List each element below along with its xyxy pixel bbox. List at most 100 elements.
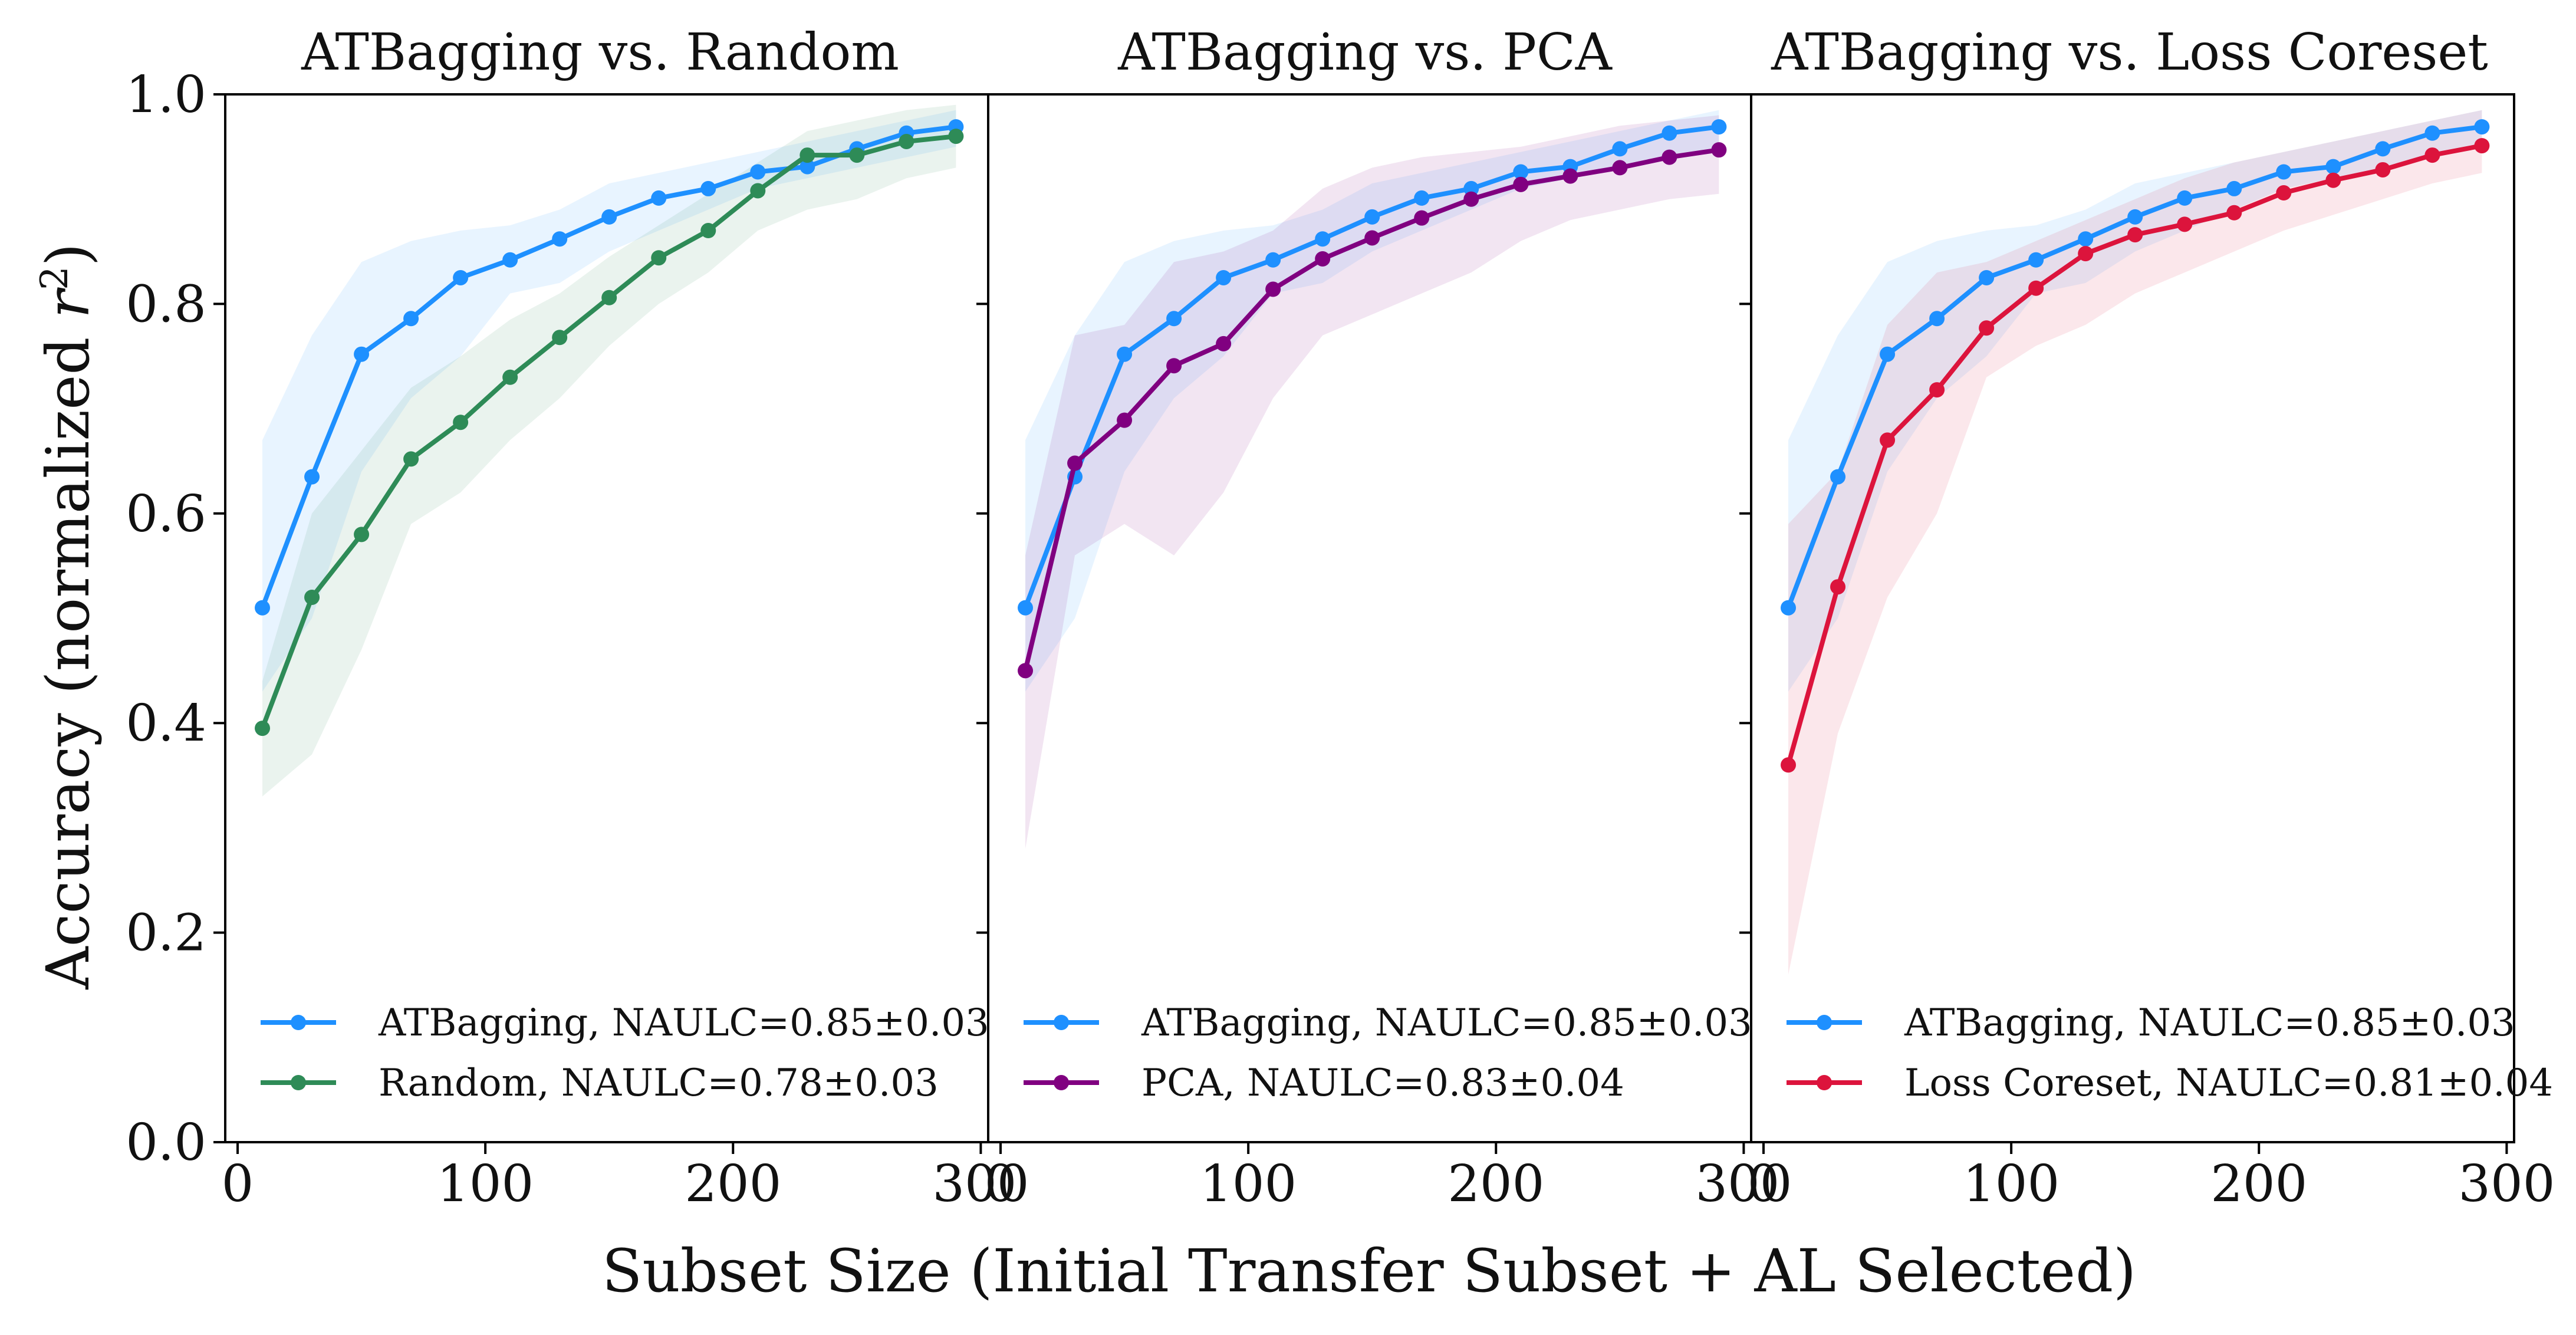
point-loss-coreset (1979, 320, 1995, 336)
point-loss-coreset (2127, 227, 2143, 243)
y-tick-label: 0.6 (126, 485, 206, 544)
point-pca (1463, 191, 1479, 207)
y-tick-label: 0.4 (126, 694, 206, 753)
legend-label-atbagging: ATBagging, NAULC=0.85±0.03 (1904, 1001, 2515, 1045)
point-atbagging (1463, 180, 1479, 196)
point-atbagging (1166, 311, 1182, 327)
point-atbagging (1364, 209, 1380, 225)
band-random (262, 104, 956, 797)
x-tick-label: 200 (1447, 1155, 1544, 1214)
legend-marker-loss-coreset (1817, 1075, 1832, 1090)
point-loss-coreset (2226, 205, 2242, 221)
x-axis-label: Subset Size (Initial Transfer Subset + A… (602, 1237, 2136, 1306)
point-pca (1562, 168, 1578, 184)
legend-marker-atbagging (1054, 1015, 1069, 1030)
legend-label-loss-coreset: Loss Coreset, NAULC=0.81±0.04 (1904, 1061, 2553, 1105)
legend-marker-pca (1054, 1075, 1069, 1090)
point-atbagging (1315, 231, 1331, 247)
x-tick-label: 300 (1695, 1155, 1792, 1214)
point-pca (1117, 412, 1133, 428)
point-pca (1364, 230, 1380, 246)
point-loss-coreset (2424, 147, 2440, 163)
x-tick-label: 300 (932, 1155, 1029, 1214)
axes-frame (1750, 93, 2515, 1143)
band-loss-coreset (1788, 110, 2482, 975)
band-atbagging (1025, 110, 1719, 692)
x-tick-label: 0 (985, 1155, 1017, 1214)
point-atbagging (304, 469, 320, 485)
point-atbagging (2276, 164, 2292, 180)
legend-marker-atbagging (1817, 1015, 1832, 1030)
y-tick-label: 0.8 (126, 275, 206, 334)
point-atbagging (1662, 125, 1677, 141)
point-pca (1166, 358, 1182, 374)
point-random (502, 369, 518, 385)
point-pca (1414, 210, 1430, 226)
point-atbagging (1414, 190, 1430, 206)
x-tick-label: 100 (1963, 1155, 2060, 1214)
point-atbagging (1265, 252, 1281, 268)
point-atbagging (1711, 119, 1727, 135)
point-pca (1513, 176, 1529, 192)
point-pca (1315, 251, 1331, 267)
point-atbagging (1018, 600, 1034, 616)
legend-label-random: Random, NAULC=0.78±0.03 (379, 1061, 939, 1105)
point-loss-coreset (1929, 382, 1945, 398)
point-atbagging (2375, 141, 2391, 157)
point-atbagging (2325, 159, 2341, 175)
point-atbagging (1979, 269, 1995, 285)
point-atbagging (2028, 252, 2044, 268)
panel-random: ATBagging vs. Random 0 100 200 300 0.0 0.2 0.4… (126, 23, 1029, 1214)
x-tick-label: 0 (1748, 1155, 1780, 1214)
legend-label-atbagging: ATBagging, NAULC=0.85±0.03 (378, 1001, 989, 1045)
point-atbagging (1216, 269, 1232, 285)
point-atbagging (2424, 125, 2440, 141)
point-atbagging (1929, 311, 1945, 327)
point-loss-coreset (2474, 138, 2490, 154)
x-tick-label: 100 (437, 1155, 534, 1214)
point-atbagging (651, 190, 667, 206)
point-atbagging (700, 180, 716, 196)
x-tick-label: 200 (685, 1155, 781, 1214)
band-atbagging (262, 110, 956, 692)
point-pca (1018, 663, 1034, 679)
point-atbagging (2127, 209, 2143, 225)
point-pca (1216, 336, 1232, 351)
legend-marker-random (291, 1075, 306, 1090)
point-random (899, 133, 914, 149)
point-atbagging (1781, 600, 1797, 616)
point-atbagging (502, 252, 518, 268)
x-tick-label: 0 (222, 1155, 254, 1214)
point-loss-coreset (2028, 280, 2044, 296)
band-atbagging (1788, 110, 2482, 692)
y-tick-label: 1.0 (126, 65, 206, 124)
point-random (552, 330, 568, 346)
point-atbagging (2078, 231, 2094, 247)
point-atbagging (403, 311, 419, 327)
point-random (651, 250, 667, 266)
x-tick-label: 100 (1200, 1155, 1297, 1214)
point-loss-coreset (2276, 185, 2292, 201)
point-loss-coreset (1781, 757, 1797, 773)
y-tick-label: 0.2 (126, 904, 206, 963)
point-random (453, 415, 469, 430)
panel-title: ATBagging vs. PCA (1117, 23, 1613, 82)
y-tick-label: 0.0 (126, 1113, 206, 1172)
point-random (304, 589, 320, 605)
point-atbagging (1880, 346, 1896, 362)
panel-loss-coreset: ATBagging vs. Loss Coreset 0 100 200 300 ATB… (1739, 23, 2555, 1214)
point-atbagging (2226, 180, 2242, 196)
point-pca (1067, 455, 1083, 471)
x-tick-label: 200 (2210, 1155, 2307, 1214)
point-atbagging (800, 159, 815, 175)
point-random (700, 223, 716, 239)
legend-label-pca: PCA, NAULC=0.83±0.04 (1141, 1061, 1624, 1105)
point-loss-coreset (1880, 432, 1896, 448)
point-atbagging (453, 269, 469, 285)
point-pca (1662, 149, 1677, 165)
point-atbagging (1830, 469, 1846, 485)
point-pca (1612, 160, 1628, 176)
